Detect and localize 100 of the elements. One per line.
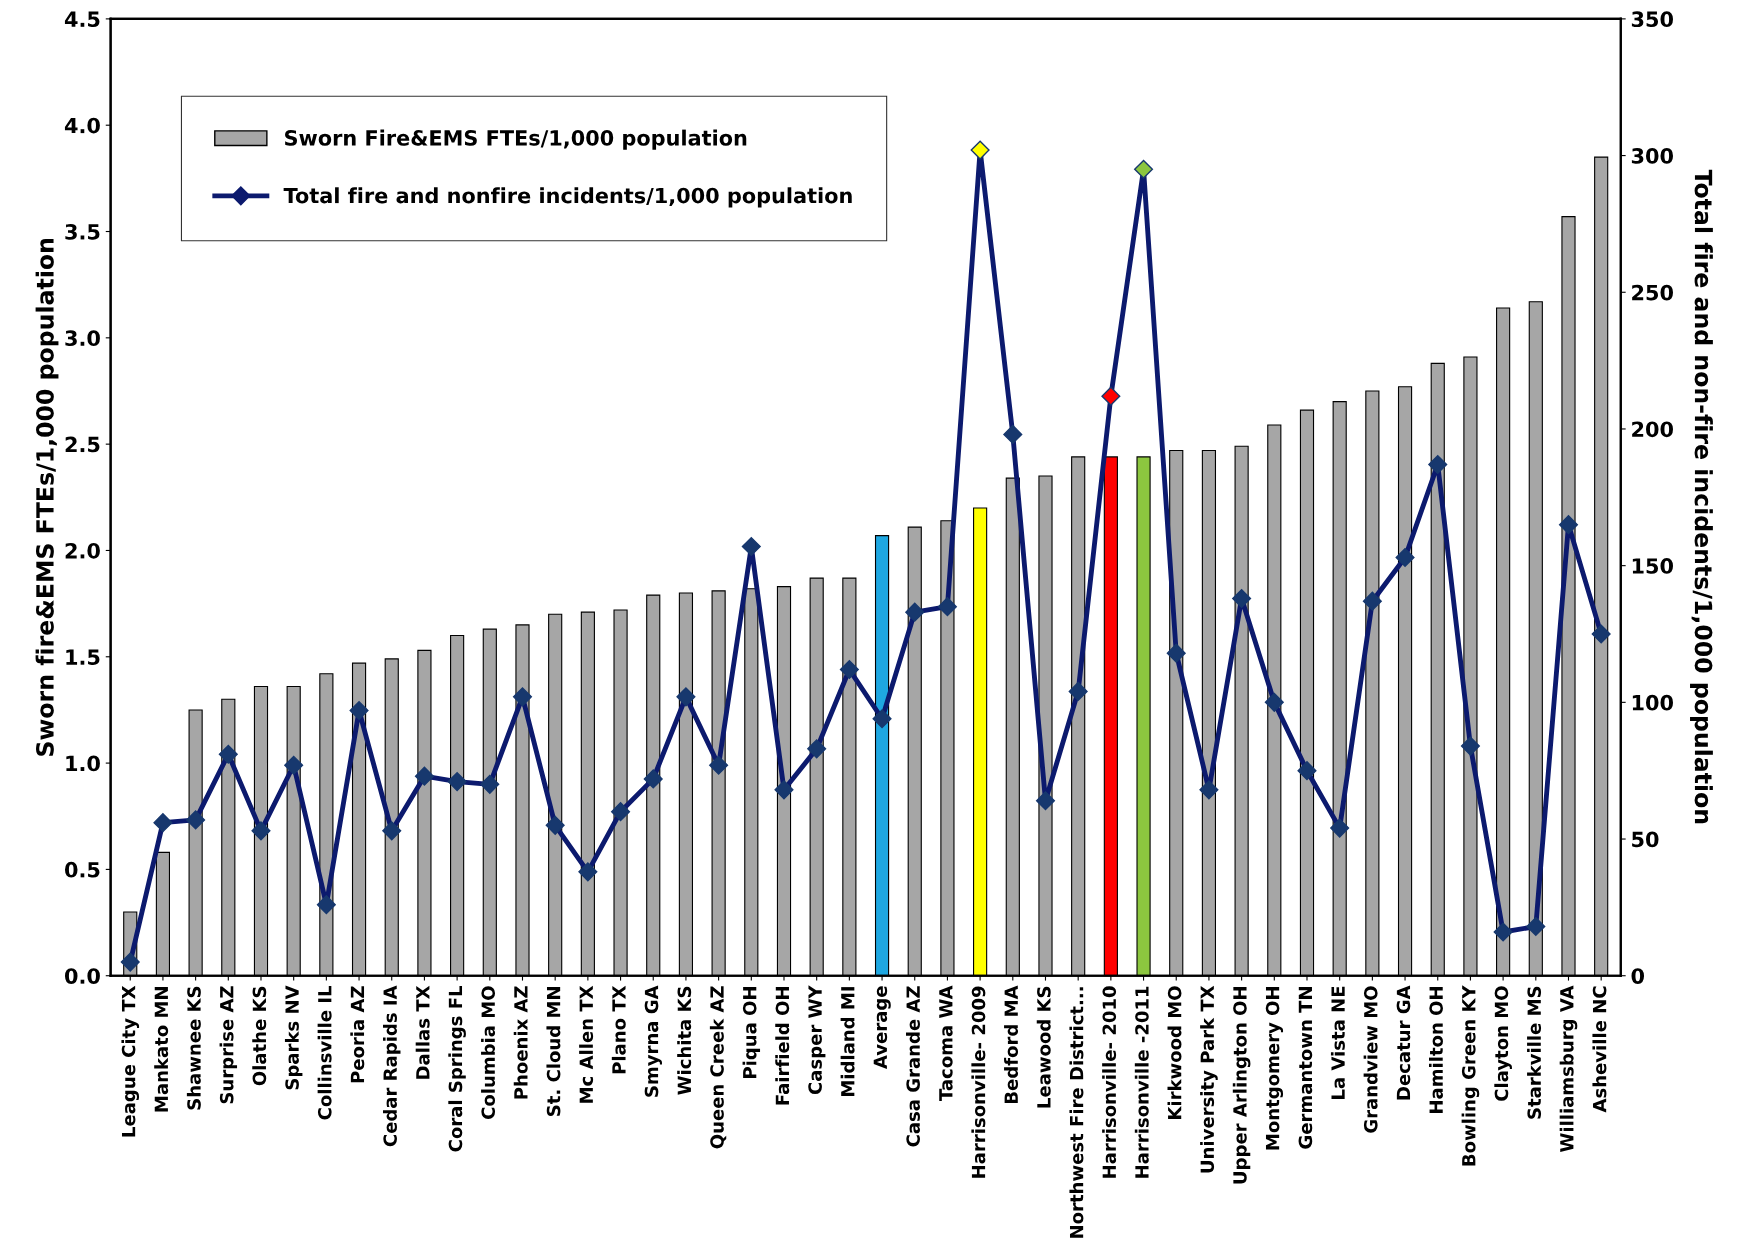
x-tick-label: Starkville MS [1527,986,1542,1119]
point [512,687,533,707]
y-tick-label: 0.5 [65,861,100,878]
x-tick-label: Columbia MO [481,986,496,1119]
point [545,815,565,835]
x-tick-label: Plano TX [611,985,626,1074]
y-tick-label: 2.0 [65,542,100,559]
point [676,687,696,707]
x-tick-label: Asheville NC [1592,986,1607,1113]
point [807,739,827,759]
x-tick-label: Kirkwood MO [1167,986,1182,1119]
x-tick-label: Casa Grande AZ [906,986,920,1147]
x-tick-label: Peoria AZ [350,986,365,1083]
x-tick-label: League City TX [121,985,140,1137]
point [1591,624,1611,644]
legend-label: Sworn Fire&EMS FTEs/1,000 population [285,129,747,150]
point [839,660,859,680]
point [1264,692,1284,712]
x-tick-label: Harrisonville- 2010 [1102,986,1117,1178]
x-tick-label: Upper Arlington OH [1232,987,1251,1184]
point [120,952,140,972]
point [1199,780,1219,800]
point [643,769,663,789]
point [905,602,925,622]
point [447,772,467,792]
point [153,813,173,833]
x-tick-label: Collinsville IL [317,985,332,1120]
point [872,709,892,729]
point [316,895,336,915]
x-tick-label: Tacoma WA [939,985,953,1102]
y-tick-label: 3.5 [65,223,100,240]
point [1068,681,1088,701]
legend-label: Total fire and nonfire incidents/1,000 population [283,187,852,208]
point [1232,588,1252,608]
x-tick-label: Casper WY [808,985,826,1095]
x-tick-label: Midland MI [840,987,855,1096]
x-tick-label: Germantown TN [1298,987,1313,1149]
x-tick-label: St. Cloud MN [546,987,561,1116]
x-tick-label: Harrisonville -2011 [1134,986,1149,1178]
x-tick-label: Decatur GA [1396,985,1411,1100]
point [480,774,500,794]
point [709,755,729,775]
x-tick-label: Fairfield OH [775,987,790,1105]
x-tick-label: Clayton MO [1494,986,1512,1101]
point [186,810,206,830]
y-tick-label: 4.0 [64,117,100,134]
x-tick-label: Sparks NV [284,985,303,1090]
point [251,821,271,841]
x-tick-label: Olathe KS [252,986,267,1086]
y2-tick-label: 200 [1632,421,1673,438]
point [741,536,761,557]
point [1003,424,1023,444]
x-tick-label: Bowling Green KY [1461,985,1480,1166]
point [1460,736,1480,756]
y-tick-label: 0.0 [65,968,100,984]
x-tick-label: Shawnee KS [186,986,201,1110]
x-tick-label: Cedar Rapids IA [383,985,401,1147]
point [1166,643,1186,663]
x-tick-label: Dallas TX [415,985,430,1079]
point [1134,159,1154,179]
y2-tick-label: 100 [1632,694,1673,711]
point [1493,922,1513,942]
x-tick-label: Northwest Fire District... [1069,987,1084,1238]
x-tick-label: Piqua OH [742,987,761,1078]
point [1330,818,1350,838]
y-axis-title: Sworn fire&EMS FTEs/1,000 population [35,238,59,756]
y-tick-label: 1.0 [66,755,100,772]
point [382,821,402,841]
x-tick-label: La Vista NE [1330,986,1345,1099]
x-tick-label: Phoenix AZ [513,986,528,1099]
y2-tick-label: 150 [1632,558,1673,574]
point [1101,386,1121,406]
x-tick-label: Mc Allen TX [579,985,594,1103]
y-tick-label: 3.0 [65,330,100,347]
x-tick-label: Montgomery OH [1265,987,1284,1150]
y-tick-label: 2.5 [65,436,100,453]
point [1297,761,1317,781]
point [1395,547,1415,567]
x-tick-label: University Park TX [1200,985,1218,1173]
y2-tick-label: 50 [1632,831,1659,848]
point [284,755,304,775]
x-tick-label: Bedford MA [1004,985,1019,1104]
x-tick-label: Harrisonville- 2009 [971,986,986,1178]
y2-tick-label: 0 [1631,968,1645,984]
point [1558,515,1579,535]
y2-axis-title: Total fire and non-fire incidents/1,000 population [1690,169,1713,824]
y2-tick-label: 350 [1631,11,1673,28]
point [1362,591,1382,611]
x-tick-label: Coral Springs FL [448,985,466,1152]
point [611,802,631,822]
point [578,862,598,882]
x-tick-label: Wichita KS [677,986,692,1095]
point [774,780,794,800]
y2-tick-label: 250 [1632,284,1673,301]
x-tick-label: Williamsburg VA [1559,985,1578,1152]
x-tick-label: Hamilton OH [1429,987,1443,1113]
x-tick-label: Surprise AZ [219,986,238,1104]
y2-tick-label: 300 [1631,148,1673,164]
point [218,744,238,764]
y-tick-label: 4.5 [64,11,100,28]
